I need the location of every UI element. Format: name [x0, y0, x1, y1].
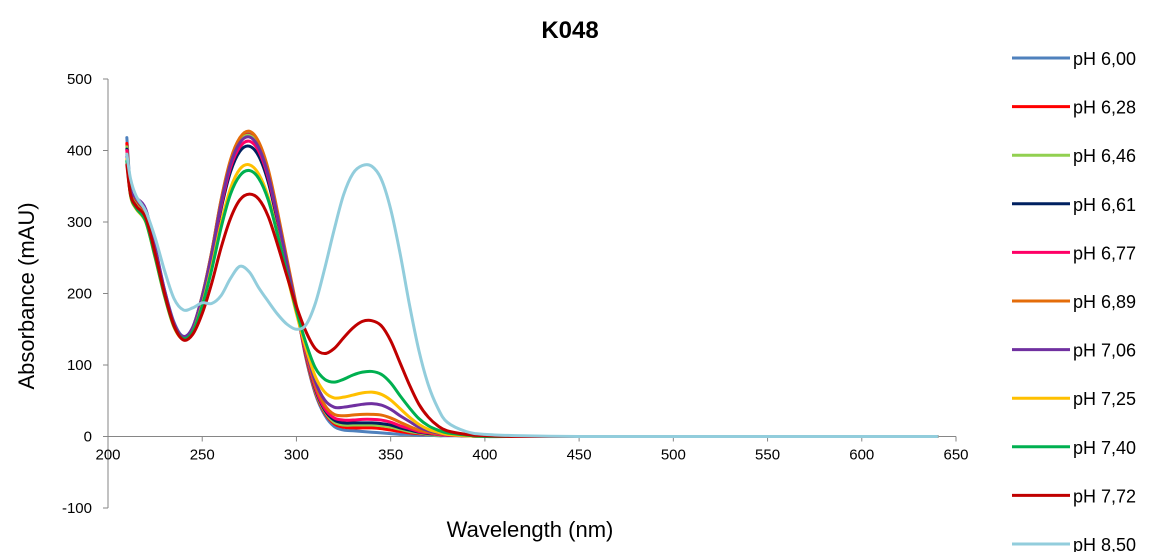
legend-label: pH 7,40	[1073, 438, 1136, 458]
series-line-6	[125, 129, 939, 439]
legend-entry: pH 6,77	[1012, 243, 1136, 263]
series-line-10	[125, 163, 939, 439]
legend-label: pH 7,72	[1073, 486, 1136, 506]
series-line-9	[125, 159, 939, 439]
series-lines	[125, 129, 939, 439]
legend-label: pH 8,50	[1073, 535, 1136, 552]
x-tick-label: 350	[378, 447, 403, 464]
y-ticks: -100 0 100 200 300 400 500	[62, 71, 108, 517]
series-line-11	[125, 152, 939, 439]
legend-label: pH 6,89	[1073, 292, 1136, 312]
y-tick-label: 0	[84, 429, 92, 446]
y-tick-label: -100	[62, 500, 92, 517]
legend-entry: pH 6,46	[1012, 146, 1136, 166]
y-tick-label: 500	[67, 71, 92, 88]
legend-entry: pH 7,25	[1012, 389, 1136, 409]
x-tick-label: 600	[849, 447, 874, 464]
series-line-2	[125, 133, 939, 439]
axes: -100 0 100 200 300 400 500 200 250 300 350 400 450 5…	[62, 71, 969, 517]
series-line-8	[125, 157, 939, 439]
x-ticks: 200 250 300 350 400 450 500 550 600 650	[95, 436, 969, 464]
x-tick-label: 550	[755, 447, 780, 464]
x-axis-label: Wavelength (nm)	[447, 517, 614, 542]
x-tick-label: 500	[661, 447, 686, 464]
y-tick-label: 100	[67, 357, 92, 374]
x-tick-label: 300	[284, 447, 309, 464]
series-line-7	[125, 135, 939, 439]
y-tick-label: 400	[67, 143, 92, 160]
series-line-3	[125, 133, 939, 439]
series-line-1	[125, 132, 939, 439]
y-tick-label: 200	[67, 286, 92, 303]
x-tick-label: 400	[472, 447, 497, 464]
legend-label: pH 7,25	[1073, 389, 1136, 409]
series-line-5	[125, 139, 939, 439]
legend-label: pH 6,00	[1073, 49, 1136, 69]
legend-label: pH 6,46	[1073, 146, 1136, 166]
legend-entry: pH 6,89	[1012, 292, 1136, 312]
x-tick-label: 450	[567, 447, 592, 464]
x-tick-label: 250	[190, 447, 215, 464]
x-tick-label: 200	[95, 447, 120, 464]
y-axis-label: Absorbance (mAU)	[14, 202, 39, 389]
legend-label: pH 7,06	[1073, 341, 1136, 361]
legend-entry: pH 6,61	[1012, 195, 1136, 215]
legend-label: pH 6,28	[1073, 98, 1136, 118]
legend-entry: pH 7,06	[1012, 341, 1136, 361]
legend: pH 6,00 pH 6,28 pH 6,46 pH 6,61 pH 6,77 pH 6,…	[1012, 49, 1136, 552]
legend-entry: pH 6,28	[1012, 98, 1136, 118]
legend-entry: pH 7,40	[1012, 438, 1136, 458]
legend-entry: pH 6,00	[1012, 49, 1136, 69]
legend-label: pH 6,61	[1073, 195, 1136, 215]
legend-entry: pH 7,72	[1012, 486, 1136, 506]
series-line-4	[125, 144, 939, 439]
legend-label: pH 6,77	[1073, 243, 1136, 263]
legend-entry: pH 8,50	[1012, 535, 1136, 552]
y-tick-label: 300	[67, 214, 92, 231]
x-tick-label: 650	[943, 447, 968, 464]
chart-title: K048	[541, 17, 598, 44]
